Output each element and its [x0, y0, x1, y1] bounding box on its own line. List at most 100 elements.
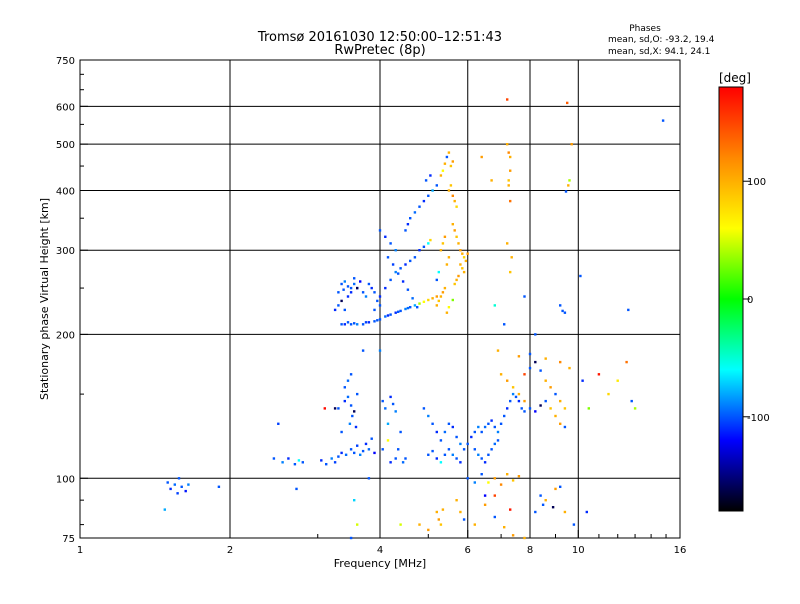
data-point	[180, 485, 183, 488]
data-point	[297, 459, 301, 462]
data-point	[509, 155, 512, 159]
colorbar	[718, 86, 744, 512]
data-point	[506, 98, 509, 101]
data-point	[404, 457, 407, 460]
data-point	[523, 373, 526, 376]
data-point	[541, 503, 545, 506]
data-point	[462, 448, 466, 451]
data-point	[461, 252, 464, 255]
data-point	[394, 249, 397, 252]
colorbar-label: [deg]	[719, 71, 751, 85]
data-point	[351, 414, 354, 418]
data-point	[566, 101, 569, 105]
data-point	[439, 295, 443, 298]
data-point	[470, 435, 473, 439]
y-axis-label: Stationary phase Virtual Height [km]	[38, 198, 51, 400]
data-point	[506, 242, 509, 245]
data-point	[349, 373, 353, 376]
x-tick-label: 1	[77, 545, 83, 556]
data-point	[361, 449, 365, 453]
data-point	[496, 430, 500, 434]
data-point	[386, 256, 390, 259]
data-point	[353, 451, 356, 455]
data-point	[441, 291, 445, 294]
data-point	[447, 189, 451, 192]
data-point	[373, 320, 376, 323]
data-point	[597, 373, 601, 376]
data-point	[356, 523, 359, 526]
data-point	[554, 487, 557, 491]
y-tick-label: 400	[56, 186, 75, 197]
data-point	[177, 477, 181, 480]
data-point	[325, 463, 328, 466]
data-point	[451, 194, 454, 197]
data-point	[528, 352, 532, 356]
data-point	[483, 503, 487, 506]
y-tick-label: 300	[56, 246, 75, 257]
data-point	[549, 386, 552, 389]
x-tick-label: 8	[527, 545, 533, 556]
data-point	[427, 414, 430, 418]
data-point	[394, 457, 397, 460]
data-point	[399, 267, 402, 270]
data-point	[429, 238, 432, 242]
data-point	[570, 143, 573, 146]
data-point	[435, 430, 438, 434]
data-point	[409, 217, 412, 220]
data-point	[429, 174, 432, 177]
data-point	[496, 349, 500, 352]
data-point	[373, 308, 376, 312]
data-point	[394, 410, 397, 413]
data-point	[323, 407, 326, 410]
y-tick-label: 100	[56, 474, 75, 485]
data-point	[544, 357, 547, 360]
data-point	[544, 379, 547, 382]
data-point	[511, 534, 515, 537]
x-tick-label: 2	[227, 545, 233, 556]
data-point	[367, 321, 371, 324]
data-point	[367, 282, 371, 286]
data-point	[354, 425, 358, 429]
data-point	[439, 249, 443, 252]
data-point	[544, 399, 547, 403]
data-point	[567, 184, 570, 187]
data-point	[466, 477, 469, 480]
data-point	[333, 461, 337, 464]
data-point	[561, 309, 564, 313]
data-point	[490, 419, 493, 422]
data-point	[373, 451, 376, 455]
data-point	[413, 211, 417, 214]
grid-lines	[80, 60, 680, 538]
data-point	[346, 379, 350, 382]
data-point	[422, 245, 426, 248]
data-point	[506, 407, 509, 410]
data-point	[451, 160, 454, 163]
data-point	[451, 425, 454, 429]
colorbar-ticks: 100 0 -100	[743, 177, 770, 424]
data-point	[625, 360, 628, 364]
data-point	[490, 448, 493, 451]
y-tick-label: 500	[56, 140, 75, 151]
data-point	[449, 164, 453, 168]
data-point	[499, 483, 503, 486]
data-point	[514, 395, 518, 399]
data-point	[343, 323, 346, 326]
data-point	[364, 442, 368, 446]
data-point	[568, 366, 571, 370]
data-point	[399, 523, 402, 526]
data-point	[353, 277, 356, 280]
data-point	[490, 179, 493, 182]
data-point	[349, 448, 353, 451]
data-point	[534, 360, 537, 364]
data-point	[445, 155, 449, 159]
data-point	[439, 174, 443, 177]
data-point	[447, 422, 451, 425]
data-point	[401, 461, 405, 464]
data-point	[409, 306, 412, 309]
data-point	[503, 526, 506, 529]
data-point	[353, 282, 356, 286]
data-point	[435, 510, 438, 514]
data-point	[559, 485, 562, 488]
data-point	[453, 199, 456, 203]
data-point	[451, 223, 454, 226]
